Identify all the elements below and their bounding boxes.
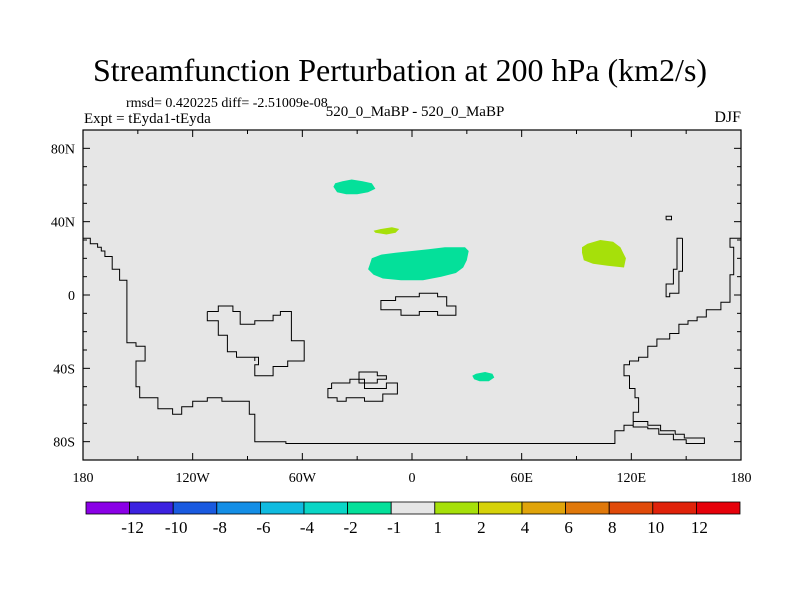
anomaly-north-atlantic: [333, 179, 376, 195]
colorbar-box: [85, 501, 130, 515]
anomaly-layer: [333, 179, 626, 382]
axis-ticks: 180 120W 60W 0 60E 120E 180 80N 40N 0 40S 80S: [51, 129, 752, 486]
colorbar-box: [696, 501, 741, 515]
coastline-6: [665, 215, 672, 221]
y-tick-label: 0: [68, 289, 75, 304]
anomaly-mediterranean: [373, 227, 400, 235]
cases-label: 520_0_MaBP - 520_0_MaBP: [325, 104, 505, 120]
colorbar-box: [608, 501, 654, 515]
colorbar-box: [477, 501, 523, 515]
season-label: DJF: [714, 109, 741, 126]
coastline-layer: [83, 215, 741, 444]
y-tick-label: 40S: [53, 362, 75, 377]
colorbar-label: 2: [477, 518, 486, 537]
colorbar-box: [259, 501, 305, 515]
colorbar-label: 10: [647, 518, 664, 537]
colorbar-label: -6: [256, 518, 270, 537]
anomaly-south-indian-ocean: [472, 372, 495, 382]
colorbar-label: 6: [564, 518, 573, 537]
coastline-5: [358, 371, 387, 384]
colorbar-label: -10: [165, 518, 188, 537]
x-tick-label: 60E: [510, 471, 533, 486]
chart-title: Streamfunction Perturbation at 200 hPa (…: [92, 52, 708, 88]
colorbar-label: -12: [121, 518, 144, 537]
stats-label: rmsd= 0.420225 diff= -2.51009e-08: [126, 96, 328, 111]
colorbar-box: [303, 501, 348, 515]
colorbar-box: [172, 501, 218, 515]
coastline-1: [83, 237, 741, 444]
colorbar-box: [652, 501, 697, 515]
colorbar: -12 -10 -8 -6 -4 -2 -1 1 2 4 6 8 10 12: [85, 501, 741, 537]
colorbar-label: 1: [434, 518, 443, 537]
anomaly-east-asia: [582, 240, 626, 268]
colorbar-label: 4: [521, 518, 530, 537]
y-tick-label: 80N: [51, 142, 75, 157]
colorbar-label: -4: [300, 518, 315, 537]
x-tick-label: 120W: [176, 471, 211, 486]
y-tick-label: 80S: [53, 436, 75, 451]
x-tick-label: 60W: [289, 471, 317, 486]
colorbar-box: [434, 501, 479, 515]
coastline-7: [665, 237, 683, 298]
colorbar-box: [521, 501, 566, 515]
coastline-3: [380, 292, 457, 316]
colorbar-box: [216, 501, 261, 515]
colorbar-label: 12: [691, 518, 708, 537]
colorbar-label: -1: [387, 518, 401, 537]
x-tick-label: 180: [731, 471, 752, 486]
x-tick-label: 180: [73, 471, 94, 486]
y-tick-label: 40N: [51, 216, 75, 231]
experiment-label: Expt = tEyda1-tEyda: [84, 111, 211, 127]
colorbar-label: -2: [344, 518, 358, 537]
colorbar-label: -8: [213, 518, 227, 537]
coastline-4: [327, 378, 398, 402]
anomaly-african-tropics: [368, 247, 469, 281]
colorbar-label: 8: [608, 518, 617, 537]
coastline-2: [206, 305, 305, 377]
x-tick-label: 0: [409, 471, 416, 486]
colorbar-box: [129, 501, 174, 515]
colorbar-box: [565, 501, 610, 515]
colorbar-box: [347, 501, 392, 515]
colorbar-box: [390, 501, 436, 515]
x-tick-label: 120E: [617, 471, 647, 486]
